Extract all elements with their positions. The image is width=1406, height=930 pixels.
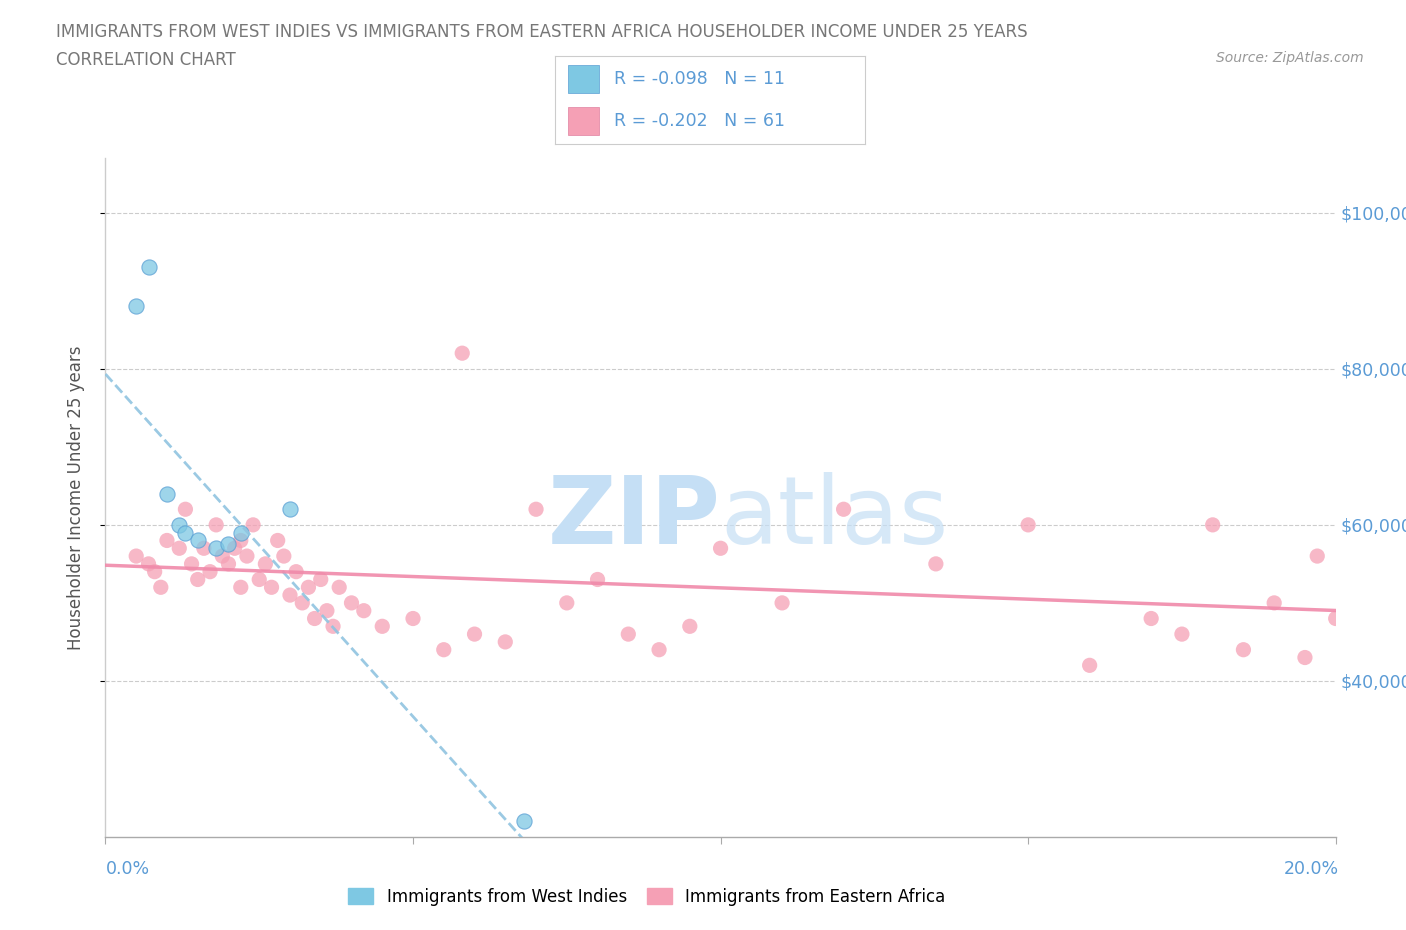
Point — [143, 565, 166, 579]
Point — [832, 502, 855, 517]
Point — [340, 595, 363, 610]
Point — [174, 525, 197, 540]
Text: ZIP: ZIP — [548, 472, 721, 564]
Point — [242, 517, 264, 532]
Point — [513, 814, 536, 829]
Point — [586, 572, 609, 587]
Point — [371, 618, 394, 633]
Point — [433, 643, 456, 658]
Legend: Immigrants from West Indies, Immigrants from Eastern Africa: Immigrants from West Indies, Immigrants … — [342, 881, 952, 912]
Point — [1263, 595, 1285, 610]
Point — [273, 549, 295, 564]
Point — [229, 533, 252, 548]
Point — [138, 259, 160, 274]
Point — [187, 533, 209, 548]
FancyBboxPatch shape — [568, 107, 599, 136]
FancyBboxPatch shape — [568, 65, 599, 93]
Point — [1294, 650, 1316, 665]
Point — [524, 502, 547, 517]
Point — [494, 634, 516, 649]
Point — [353, 604, 375, 618]
Text: IMMIGRANTS FROM WEST INDIES VS IMMIGRANTS FROM EASTERN AFRICA HOUSEHOLDER INCOME: IMMIGRANTS FROM WEST INDIES VS IMMIGRANT… — [56, 23, 1028, 41]
Point — [247, 572, 270, 587]
Point — [291, 595, 314, 610]
Point — [1017, 517, 1039, 532]
Point — [451, 346, 474, 361]
Point — [464, 627, 486, 642]
Point — [402, 611, 425, 626]
Point — [1324, 611, 1347, 626]
Point — [710, 541, 733, 556]
Point — [138, 556, 160, 571]
Point — [156, 486, 179, 501]
Point — [267, 533, 290, 548]
Point — [254, 556, 277, 571]
Text: 0.0%: 0.0% — [105, 860, 149, 878]
Point — [1232, 643, 1254, 658]
Point — [260, 579, 283, 594]
Point — [169, 517, 191, 532]
Point — [770, 595, 793, 610]
Point — [304, 611, 326, 626]
Point — [169, 541, 191, 556]
Point — [229, 579, 252, 594]
Point — [1140, 611, 1163, 626]
Point — [125, 299, 148, 313]
Point — [328, 579, 350, 594]
Point — [297, 579, 319, 594]
Point — [648, 643, 671, 658]
Point — [224, 541, 246, 556]
Point — [278, 502, 301, 517]
Point — [229, 525, 252, 540]
Point — [285, 565, 308, 579]
Y-axis label: Householder Income Under 25 years: Householder Income Under 25 years — [66, 345, 84, 650]
Point — [555, 595, 578, 610]
Point — [278, 588, 301, 603]
Point — [1306, 549, 1329, 564]
Point — [315, 604, 337, 618]
Point — [679, 618, 702, 633]
Point — [149, 579, 172, 594]
Text: CORRELATION CHART: CORRELATION CHART — [56, 51, 236, 69]
Point — [309, 572, 332, 587]
Point — [205, 517, 228, 532]
Text: atlas: atlas — [721, 472, 949, 564]
Point — [322, 618, 344, 633]
Point — [218, 537, 240, 551]
Text: 20.0%: 20.0% — [1284, 860, 1339, 878]
Point — [925, 556, 948, 571]
Point — [198, 565, 221, 579]
Point — [617, 627, 640, 642]
Point — [193, 541, 215, 556]
Point — [205, 541, 228, 556]
Point — [236, 549, 259, 564]
Text: R = -0.098   N = 11: R = -0.098 N = 11 — [614, 70, 785, 87]
Point — [211, 549, 233, 564]
Text: R = -0.202   N = 61: R = -0.202 N = 61 — [614, 113, 785, 130]
Point — [174, 502, 197, 517]
Point — [1078, 658, 1101, 672]
Point — [156, 533, 179, 548]
Point — [1201, 517, 1223, 532]
Text: Source: ZipAtlas.com: Source: ZipAtlas.com — [1216, 51, 1364, 65]
Point — [218, 556, 240, 571]
Point — [125, 549, 148, 564]
Point — [1171, 627, 1194, 642]
Point — [187, 572, 209, 587]
Point — [180, 556, 202, 571]
